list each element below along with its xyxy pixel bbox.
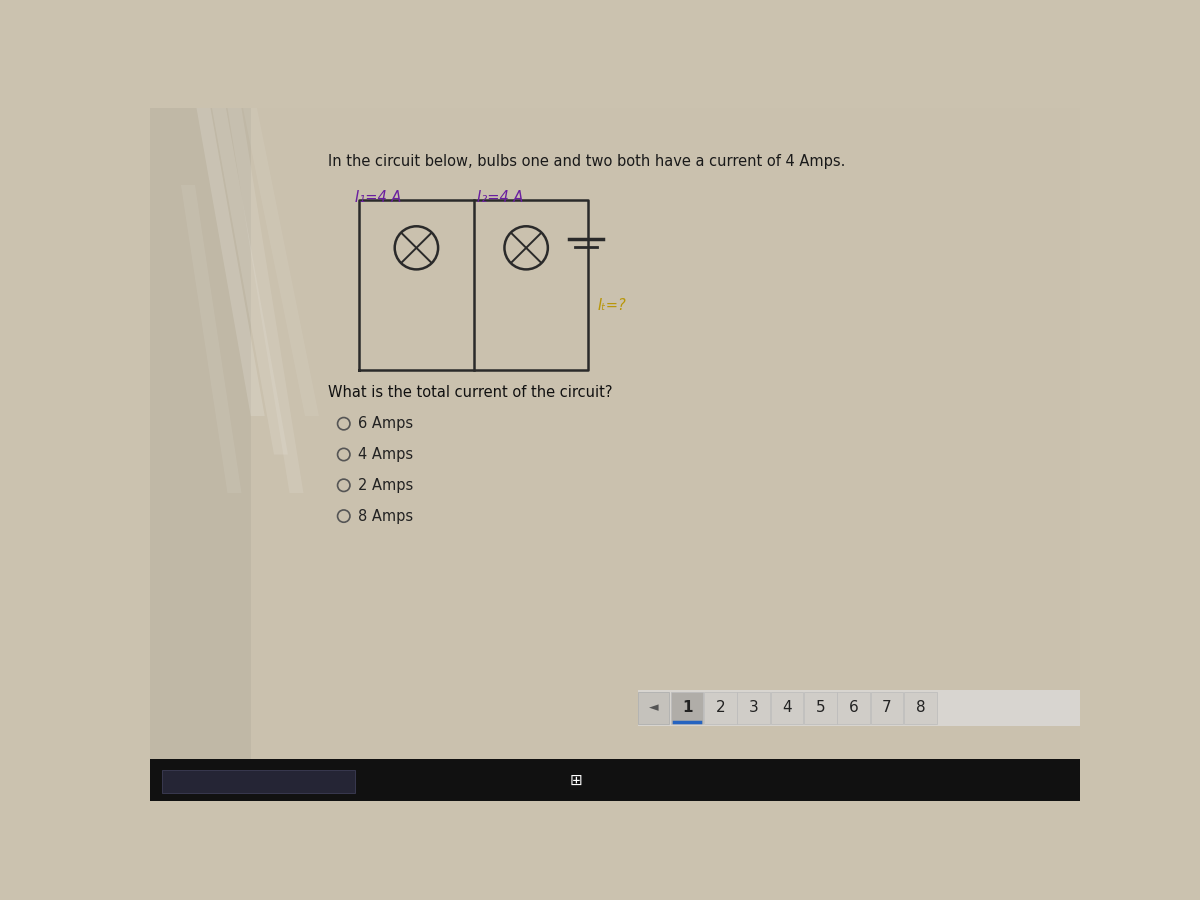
Text: 2 Amps: 2 Amps [358, 478, 413, 493]
Text: ◄: ◄ [649, 701, 659, 715]
Polygon shape [197, 108, 265, 416]
Bar [671, 692, 703, 724]
Bar [838, 692, 870, 724]
Text: In the circuit below, bulbs one and two both have a current of 4 Amps.: In the circuit below, bulbs one and two … [329, 154, 846, 169]
Text: 5: 5 [816, 700, 826, 716]
Polygon shape [242, 108, 319, 416]
Bar [162, 770, 355, 793]
Bar [804, 692, 836, 724]
Bar [150, 108, 251, 801]
Text: 1: 1 [682, 700, 692, 716]
Text: 🔍: 🔍 [169, 774, 178, 787]
Bar [704, 692, 737, 724]
Text: ⊞: ⊞ [570, 773, 583, 788]
Bar [871, 692, 904, 724]
Bar [638, 690, 1080, 725]
Bar [904, 692, 937, 724]
Text: 8: 8 [916, 700, 925, 716]
Text: 2: 2 [715, 700, 725, 716]
Bar [150, 759, 1080, 801]
Polygon shape [228, 108, 304, 493]
Text: 7: 7 [882, 700, 892, 716]
Text: 6: 6 [848, 700, 858, 716]
Bar [738, 692, 770, 724]
Text: 8 Amps: 8 Amps [358, 508, 413, 524]
Text: Type here to search: Type here to search [193, 774, 316, 787]
Text: 4 Amps: 4 Amps [358, 447, 413, 462]
Text: What is the total current of the circuit?: What is the total current of the circuit… [329, 385, 613, 400]
Bar [770, 692, 803, 724]
Text: 4: 4 [782, 700, 792, 716]
Polygon shape [181, 185, 241, 493]
Text: 6 Amps: 6 Amps [358, 416, 413, 431]
Text: I₁=4 A: I₁=4 A [355, 190, 402, 204]
Text: 3: 3 [749, 700, 758, 716]
Text: I₂=4 A: I₂=4 A [478, 190, 524, 204]
Bar [638, 692, 670, 724]
Text: Iₜ=?: Iₜ=? [598, 298, 626, 313]
Polygon shape [212, 108, 288, 454]
